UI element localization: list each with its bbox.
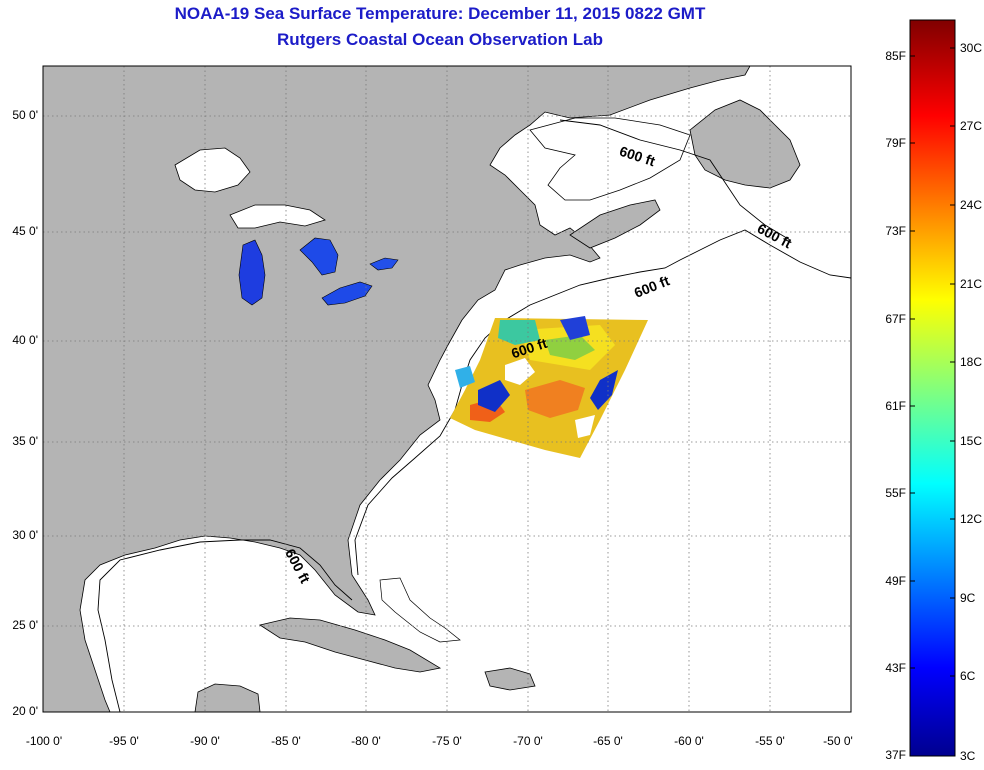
nova-scotia-land: [569, 199, 661, 249]
map-frame: [42, 65, 852, 713]
lake-michigan: [238, 239, 266, 306]
depth-contour-north: [559, 119, 791, 241]
colorbar-f-label: 67F: [885, 312, 906, 326]
lat-tick-label: 30 0': [12, 528, 38, 542]
lat-tick-label: 25 0': [12, 618, 38, 632]
depth-contour-atlantic: [354, 229, 851, 576]
lon-tick-label: -55 0': [755, 734, 785, 748]
lat-tick-label: 20 0': [12, 704, 38, 718]
lat-tick-label: 40 0': [12, 333, 38, 347]
hispaniola-land: [484, 667, 536, 691]
lon-tick-label: -75 0': [432, 734, 462, 748]
colorbar-f-label: 43F: [885, 661, 906, 675]
lake-erie: [321, 281, 373, 306]
lake-huron: [299, 237, 339, 276]
colorbar-c-label: 15C: [960, 434, 983, 448]
colorbar-c-label: 12C: [960, 512, 983, 526]
gulf-st-lawrence: [529, 117, 691, 201]
colorbar-c-label: 21C: [960, 277, 983, 291]
lat-tick-label: 45 0': [12, 224, 38, 238]
lon-tick-label: -60 0': [674, 734, 704, 748]
lon-tick-label: -95 0': [109, 734, 139, 748]
colorbar-f-label: 85F: [885, 49, 906, 63]
colorbar-f-label: 37F: [885, 748, 906, 762]
cuba-land: [258, 617, 442, 673]
colorbar-c-label: 9C: [960, 591, 976, 605]
depth-contour-gulf: [97, 539, 353, 712]
colorbar-c-label: 27C: [960, 119, 983, 133]
colorbar-f-label: 49F: [885, 574, 906, 588]
colorbar: [909, 19, 956, 757]
lon-tick-label: -100 0': [25, 734, 63, 748]
lat-tick-label: 35 0': [12, 434, 38, 448]
lon-tick-label: -70 0': [513, 734, 543, 748]
map-title: NOAA-19 Sea Surface Temperature: Decembe…: [174, 4, 706, 23]
lat-tick-label: 50 0': [12, 108, 38, 122]
sst-swath: [450, 316, 648, 458]
colorbar-c-label: 30C: [960, 41, 983, 55]
colorbar-f-label: 61F: [885, 399, 906, 413]
map-subtitle: Rutgers Coastal Ocean Observation Lab: [277, 30, 603, 49]
lake-superior: [229, 204, 326, 229]
james-bay: [174, 147, 251, 193]
colorbar-f-label: 79F: [885, 136, 906, 150]
colorbar-c-label: 24C: [960, 198, 983, 212]
lon-tick-label: -90 0': [190, 734, 220, 748]
colorbar-c-label: 6C: [960, 669, 976, 683]
colorbar-f-label: 55F: [885, 486, 906, 500]
yucatan-land: [194, 683, 261, 712]
bahamas-banks: [379, 577, 461, 643]
lon-tick-label: -50 0': [823, 734, 853, 748]
colorbar-c-label: 18C: [960, 355, 983, 369]
lon-tick-label: -65 0': [593, 734, 623, 748]
lon-tick-label: -80 0': [351, 734, 381, 748]
newfoundland-land: [689, 99, 801, 189]
colorbar-c-label: 3C: [960, 749, 976, 763]
north-america-land: [43, 66, 751, 712]
colorbar-f-label: 73F: [885, 224, 906, 238]
lon-tick-label: -85 0': [271, 734, 301, 748]
lake-ontario: [369, 257, 399, 271]
